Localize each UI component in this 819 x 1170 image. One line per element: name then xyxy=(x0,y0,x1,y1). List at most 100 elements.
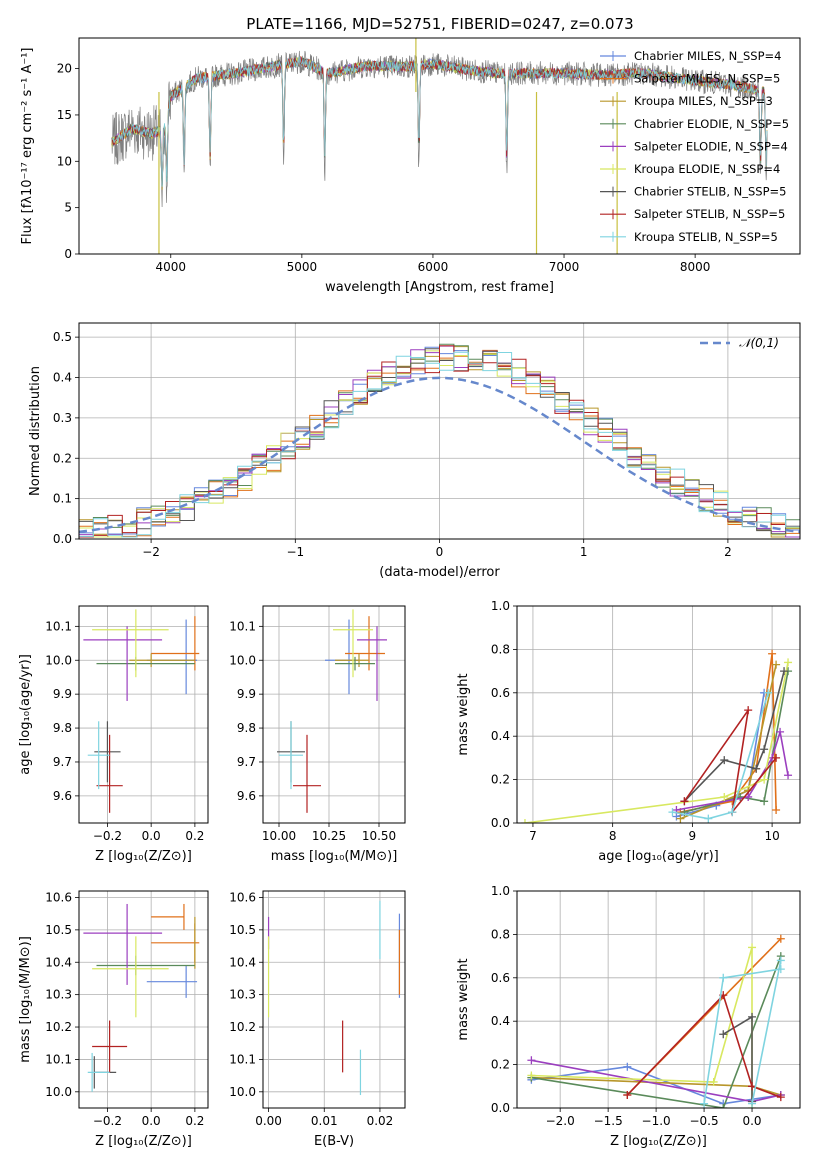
y-tick-label: 10.0 xyxy=(229,653,256,667)
axes-frame xyxy=(516,605,801,824)
y-tick-label: 0.0 xyxy=(491,1101,510,1115)
x-tick-label: 0.00 xyxy=(255,1114,282,1128)
axes-frame xyxy=(78,322,801,540)
x-tick-label: 10.25 xyxy=(312,829,346,843)
y-tick-label: 0.0 xyxy=(53,532,72,546)
data-point-marker xyxy=(752,764,761,773)
legend-label: Chabrier STELIB, N_SSP=5 xyxy=(634,185,786,199)
x-axis-label: Z [log₁₀(Z/Z⊙)] xyxy=(610,1134,707,1149)
x-tick-label: 0.2 xyxy=(185,829,204,843)
data-point-marker xyxy=(748,1012,757,1021)
plot-area xyxy=(79,343,800,538)
data-point-marker xyxy=(719,1030,728,1039)
mass-weight-line xyxy=(626,993,782,1098)
y-tick-label: 10.2 xyxy=(229,1020,256,1034)
data-point-marker xyxy=(720,792,729,801)
x-tick-label: −0.5 xyxy=(689,1114,718,1128)
plot-area xyxy=(527,934,785,1108)
mass-vs-metallicity-panel: −0.2 0.0 0.2 10.0 10.1 10.2 10.3 10.4 10.5 10.6 Z … xyxy=(18,890,209,1149)
x-axis-label: E(B-V) xyxy=(314,1134,354,1149)
legend-label: Salpeter MILES, N_SSP=5 xyxy=(634,72,780,86)
figure-title: PLATE=1166, MJD=52751, FIBERID=0247, z=0… xyxy=(246,15,633,33)
data-point-marker xyxy=(780,667,789,676)
x-tick-label: −1.0 xyxy=(642,1114,671,1128)
data-point-marker xyxy=(784,658,793,667)
y-tick-label: 10 xyxy=(57,154,72,168)
legend-label: 𝒩(0,1) xyxy=(739,336,779,350)
x-tick-label: −2.0 xyxy=(546,1114,575,1128)
x-tick-label: 0 xyxy=(436,545,444,559)
y-tick-label: 15 xyxy=(57,108,72,122)
data-point-marker xyxy=(719,973,728,982)
data-point-marker xyxy=(772,753,781,762)
x-tick-label: 0.0 xyxy=(142,829,161,843)
x-tick-label: 8 xyxy=(609,829,617,843)
y-tick-label: 1.0 xyxy=(491,884,510,898)
x-tick-label: 8000 xyxy=(680,260,711,274)
y-axis-label: mass [log₁₀(M/M⊙)] xyxy=(18,936,33,1063)
histogram-step-line xyxy=(79,351,800,538)
y-tick-label: 10.3 xyxy=(45,988,72,1002)
y-tick-label: 0.2 xyxy=(491,773,510,787)
y-tick-label: 10.5 xyxy=(45,923,72,937)
axes-frame xyxy=(78,605,209,824)
y-tick-label: 0.3 xyxy=(53,411,72,425)
data-point-marker xyxy=(748,943,757,952)
axes-frame xyxy=(516,890,801,1109)
legend-label: Salpeter ELODIE, N_SSP=4 xyxy=(634,139,788,153)
y-tick-label: 10.2 xyxy=(45,1020,72,1034)
x-axis-label: Z [log₁₀(Z/Z⊙)] xyxy=(95,849,192,864)
y-tick-label: 10.4 xyxy=(229,955,256,969)
x-axis-label: Z [log₁₀(Z/Z⊙)] xyxy=(95,1134,192,1149)
data-point-marker xyxy=(784,771,793,780)
y-tick-label: 0.8 xyxy=(491,927,510,941)
y-tick-label: 10.1 xyxy=(229,619,256,633)
y-tick-label: 10.6 xyxy=(229,890,256,904)
y-axis-label: Flux [fλ10⁻¹⁷ erg cm⁻² s⁻¹ A⁻¹] xyxy=(20,48,35,245)
y-tick-label: 10.1 xyxy=(229,1052,256,1066)
y-tick-label: 9.8 xyxy=(237,721,256,735)
x-tick-label: 10 xyxy=(764,829,779,843)
x-tick-label: 10.00 xyxy=(262,829,296,843)
y-tick-label: 0.0 xyxy=(491,816,510,830)
legend-label: Chabrier ELODIE, N_SSP=5 xyxy=(634,117,789,131)
x-tick-label: 0.0 xyxy=(142,1114,161,1128)
data-point-marker xyxy=(719,1104,728,1108)
y-tick-label: 0.4 xyxy=(491,1014,510,1028)
mass-weight-line xyxy=(703,968,781,1104)
y-tick-label: 0.4 xyxy=(53,371,72,385)
y-tick-label: 1.0 xyxy=(491,599,510,613)
data-point-marker xyxy=(776,965,785,974)
x-axis-label: age [log₁₀(age/yr)] xyxy=(598,849,719,864)
mass-weight-vs-age-panel: 7 8 9 10 0.0 0.2 0.4 0.6 0.8 1.0 age [log₁₀(age/yr… xyxy=(456,599,801,864)
data-point-marker xyxy=(760,775,769,784)
y-tick-label: 10.3 xyxy=(229,988,256,1002)
x-tick-label: 0.02 xyxy=(367,1114,394,1128)
x-tick-label: 10.50 xyxy=(362,829,396,843)
data-point-marker xyxy=(776,934,785,943)
plot-area xyxy=(83,609,200,813)
y-tick-label: 10.0 xyxy=(229,1085,256,1099)
normal-distribution-curve xyxy=(79,376,800,534)
age-vs-metallicity-panel: −0.2 0.0 0.2 9.6 9.7 9.8 9.9 10.0 10.1 Z [log₁₀(Z… xyxy=(18,605,209,864)
data-point-marker xyxy=(700,1099,709,1108)
plot-area xyxy=(83,903,200,1092)
x-tick-label: −2 xyxy=(142,545,160,559)
y-tick-label: 0 xyxy=(64,247,72,261)
y-tick-label: 9.8 xyxy=(53,721,72,735)
data-point-marker xyxy=(623,1062,632,1071)
y-tick-label: 9.7 xyxy=(53,755,72,769)
y-tick-label: 20 xyxy=(57,62,72,76)
plot-area xyxy=(267,900,401,1096)
y-tick-label: 10.0 xyxy=(45,653,72,667)
x-tick-label: −0.2 xyxy=(93,829,122,843)
x-tick-label: 2 xyxy=(724,545,732,559)
y-tick-label: 0.5 xyxy=(53,330,72,344)
y-tick-label: 9.7 xyxy=(237,755,256,769)
y-tick-label: 0.6 xyxy=(491,686,510,700)
y-tick-label: 10.1 xyxy=(45,1052,72,1066)
data-point-marker xyxy=(744,706,753,715)
y-tick-label: 0.6 xyxy=(491,971,510,985)
x-tick-label: 4000 xyxy=(155,260,186,274)
plot-area xyxy=(111,38,768,254)
